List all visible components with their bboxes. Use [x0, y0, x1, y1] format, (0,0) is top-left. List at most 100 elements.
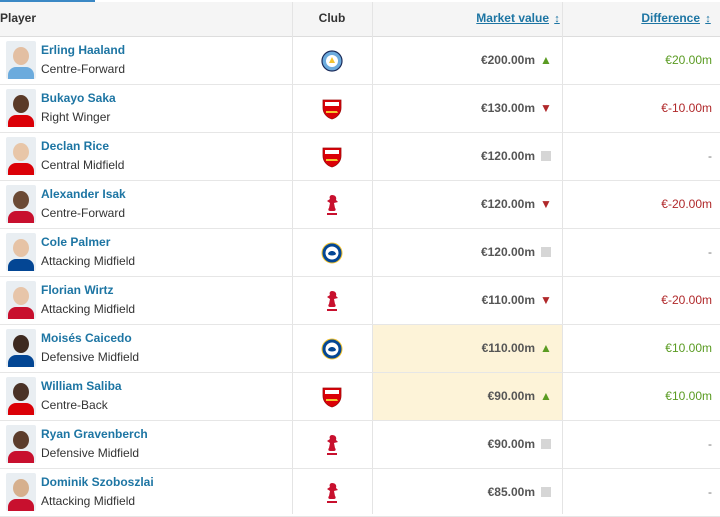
unchanged-icon — [540, 150, 552, 162]
player-photo[interactable] — [6, 473, 36, 511]
player-position: Right Winger — [41, 110, 111, 124]
player-position: Attacking Midfield — [41, 494, 136, 508]
table-row: Alexander Isak Centre-Forward €120.00m ▼ €-2… — [0, 181, 720, 229]
arsenal-crest-icon[interactable] — [292, 85, 372, 132]
liverpool-crest-icon[interactable] — [292, 469, 372, 516]
player-position: Attacking Midfield — [41, 302, 136, 316]
player-position: Central Midfield — [41, 158, 125, 172]
market-value: €110.00m — [481, 293, 535, 307]
market-value: €120.00m — [480, 245, 535, 259]
difference-value: €-10.00m — [661, 101, 712, 115]
liverpool-crest-icon[interactable] — [292, 181, 372, 228]
market-value: €120.00m — [480, 149, 535, 163]
player-photo[interactable] — [6, 89, 36, 127]
market-value: €90.00m — [487, 389, 535, 403]
liverpool-crest-icon[interactable] — [292, 277, 372, 324]
player-name-link[interactable]: Florian Wirtz — [41, 283, 114, 297]
market-value-cell: €120.00m ▼ — [373, 181, 562, 228]
market-value-cell: €110.00m ▲ — [373, 325, 562, 372]
column-divider — [372, 2, 373, 514]
header-club: Club — [318, 11, 346, 25]
chelsea-crest-icon[interactable] — [292, 229, 372, 276]
difference-sort-link[interactable]: Difference — [641, 11, 700, 25]
player-photo[interactable] — [6, 281, 36, 319]
player-name-link[interactable]: Cole Palmer — [41, 235, 111, 249]
market-value: €90.00m — [487, 437, 535, 451]
player-photo[interactable] — [6, 425, 36, 463]
player-name-link[interactable]: Moisés Caicedo — [41, 331, 132, 345]
table-row: Florian Wirtz Attacking Midfield €110.00m ▼… — [0, 277, 720, 325]
market-value: €110.00m — [481, 341, 535, 355]
arrow-up-icon: ▲ — [540, 341, 552, 355]
player-position: Defensive Midfield — [41, 446, 140, 460]
market-value-cell: €130.00m ▼ — [373, 85, 562, 132]
player-photo[interactable] — [6, 137, 36, 175]
manchester-city-crest-icon[interactable] — [292, 37, 372, 84]
player-photo[interactable] — [6, 233, 36, 271]
arsenal-crest-icon[interactable] — [292, 373, 372, 420]
player-position: Centre-Forward — [41, 206, 126, 220]
player-position: Attacking Midfield — [41, 254, 136, 268]
difference-value: €-20.00m — [661, 197, 712, 211]
market-value-cell: €110.00m ▼ — [373, 277, 562, 324]
player-photo[interactable] — [6, 185, 36, 223]
arrow-down-icon: ▼ — [540, 101, 552, 115]
player-photo[interactable] — [6, 377, 36, 415]
sort-icon[interactable]: ↕ — [705, 13, 711, 25]
player-name-link[interactable]: Ryan Gravenberch — [41, 427, 148, 441]
chelsea-crest-icon[interactable] — [292, 325, 372, 372]
arrow-up-icon: ▲ — [540, 389, 552, 403]
table-row: Declan Rice Central Midfield €120.00m - — [0, 133, 720, 181]
table-row: William Saliba Centre-Back €90.00m ▲ €10.00m — [0, 373, 720, 421]
column-divider — [292, 2, 293, 514]
sort-icon[interactable]: ↕ — [554, 13, 560, 25]
player-name-link[interactable]: Alexander Isak — [41, 187, 126, 201]
difference-value: - — [708, 485, 712, 499]
difference-value: - — [708, 437, 712, 451]
player-position: Centre-Back — [41, 398, 108, 412]
market-value: €130.00m — [480, 101, 535, 115]
difference-value: €10.00m — [665, 389, 712, 403]
difference-value: €-20.00m — [661, 293, 712, 307]
table-row: Cole Palmer Attacking Midfield €120.00m - — [0, 229, 720, 277]
table-header: Player Club Market value ↕ Difference ↕ — [0, 2, 720, 37]
column-divider — [562, 2, 563, 514]
player-name-link[interactable]: Bukayo Saka — [41, 91, 116, 105]
liverpool-crest-icon[interactable] — [292, 421, 372, 468]
header-difference[interactable]: Difference ↕ — [563, 2, 713, 37]
table-row: Ryan Gravenberch Defensive Midfield €90.00… — [0, 421, 720, 469]
player-position: Defensive Midfield — [41, 350, 140, 364]
market-value-cell: €90.00m ▲ — [373, 373, 562, 420]
player-name-link[interactable]: Erling Haaland — [41, 43, 126, 57]
arrow-down-icon: ▼ — [540, 197, 552, 211]
table-row: Moisés Caicedo Defensive Midfield €110.00m… — [0, 325, 720, 373]
market-value-cell: €120.00m — [373, 133, 562, 180]
table-row: Bukayo Saka Right Winger €130.00m ▼ €-10.00m — [0, 85, 720, 133]
market-value: €85.00m — [487, 485, 535, 499]
player-name-link[interactable]: William Saliba — [41, 379, 122, 393]
player-name-link[interactable]: Dominik Szoboszlai — [41, 475, 154, 489]
player-photo[interactable] — [6, 41, 36, 79]
difference-value: €20.00m — [665, 53, 712, 67]
market-value-sort-link[interactable]: Market value — [476, 11, 549, 25]
market-value-cell: €85.00m — [373, 469, 562, 516]
player-name-link[interactable]: Declan Rice — [41, 139, 110, 153]
market-value: €120.00m — [480, 197, 535, 211]
unchanged-icon — [540, 246, 552, 258]
player-photo[interactable] — [6, 329, 36, 367]
arsenal-crest-icon[interactable] — [292, 133, 372, 180]
market-value-cell: €90.00m — [373, 421, 562, 468]
unchanged-icon — [540, 438, 552, 450]
market-value-cell: €200.00m ▲ — [373, 37, 562, 84]
arrow-up-icon: ▲ — [540, 53, 552, 67]
difference-value: €10.00m — [665, 341, 712, 355]
table-row: Dominik Szoboszlai Attacking Midfield €85.… — [0, 469, 720, 517]
arrow-down-icon: ▼ — [540, 293, 552, 307]
difference-value: - — [708, 245, 712, 259]
header-market-value[interactable]: Market value ↕ — [373, 2, 562, 37]
difference-value: - — [708, 149, 712, 163]
top-accent-bar — [0, 0, 95, 2]
market-value: €200.00m — [480, 53, 535, 67]
player-table-body: Erling Haaland Centre-Forward €200.00m ▲ €20… — [0, 37, 720, 517]
header-player: Player — [0, 11, 37, 25]
